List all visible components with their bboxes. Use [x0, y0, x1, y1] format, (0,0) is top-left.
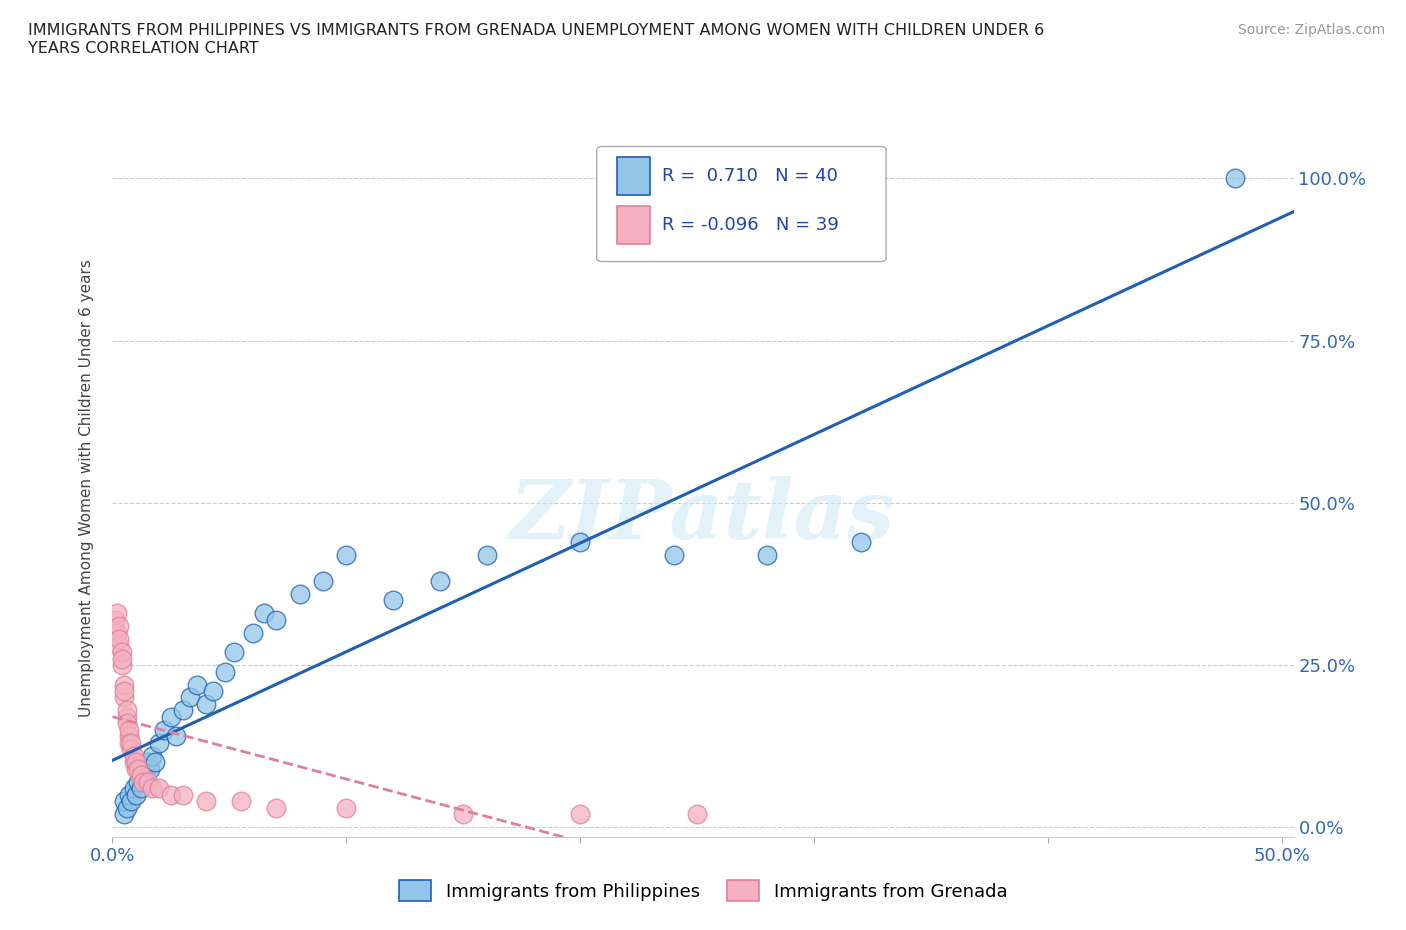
- Point: [112, 794, 135, 809]
- Point: [112, 690, 135, 705]
- Point: [202, 684, 225, 698]
- Point: [160, 710, 183, 724]
- Point: [108, 631, 131, 646]
- Point: [108, 618, 131, 633]
- Point: [129, 768, 152, 783]
- Point: [288, 586, 311, 601]
- Point: [120, 742, 142, 757]
- Point: [148, 736, 170, 751]
- Text: R =  0.710   N = 40: R = 0.710 N = 40: [662, 166, 838, 185]
- Point: [849, 535, 872, 550]
- Point: [139, 762, 162, 777]
- Point: [569, 807, 592, 822]
- Point: [125, 762, 148, 777]
- Point: [112, 684, 135, 698]
- Point: [125, 788, 148, 803]
- Point: [132, 768, 155, 783]
- Point: [122, 755, 145, 770]
- Point: [122, 749, 145, 764]
- Point: [127, 762, 149, 777]
- Point: [214, 664, 236, 679]
- Y-axis label: Unemployment Among Women with Children Under 6 years: Unemployment Among Women with Children U…: [79, 259, 94, 717]
- Point: [125, 755, 148, 770]
- Point: [141, 781, 163, 796]
- Point: [118, 788, 141, 803]
- Point: [312, 573, 335, 588]
- Point: [132, 775, 155, 790]
- Point: [222, 644, 245, 659]
- Point: [115, 716, 138, 731]
- Point: [111, 658, 134, 672]
- Legend: Immigrants from Philippines, Immigrants from Grenada: Immigrants from Philippines, Immigrants …: [391, 873, 1015, 909]
- Point: [179, 690, 201, 705]
- Point: [172, 788, 194, 803]
- Point: [429, 573, 451, 588]
- Point: [148, 781, 170, 796]
- Point: [118, 723, 141, 737]
- Point: [120, 736, 142, 751]
- Point: [118, 729, 141, 744]
- Point: [134, 768, 156, 783]
- Point: [104, 612, 127, 627]
- FancyBboxPatch shape: [617, 157, 650, 195]
- Point: [111, 644, 134, 659]
- Point: [475, 548, 498, 563]
- Text: Source: ZipAtlas.com: Source: ZipAtlas.com: [1237, 23, 1385, 37]
- Point: [335, 548, 357, 563]
- Point: [335, 801, 357, 816]
- Point: [264, 612, 287, 627]
- Text: ZIPatlas: ZIPatlas: [510, 476, 896, 556]
- FancyBboxPatch shape: [596, 147, 886, 261]
- Point: [136, 775, 159, 790]
- Point: [112, 807, 135, 822]
- Point: [165, 729, 187, 744]
- Point: [122, 781, 145, 796]
- Point: [136, 755, 159, 770]
- Point: [195, 697, 218, 711]
- Point: [186, 677, 208, 692]
- Point: [143, 755, 166, 770]
- Point: [120, 794, 142, 809]
- Point: [127, 775, 149, 790]
- Point: [141, 749, 163, 764]
- Point: [253, 605, 276, 620]
- Point: [160, 788, 183, 803]
- Point: [153, 723, 176, 737]
- Point: [264, 801, 287, 816]
- Point: [242, 625, 264, 640]
- FancyBboxPatch shape: [617, 206, 650, 245]
- Point: [229, 794, 252, 809]
- Text: IMMIGRANTS FROM PHILIPPINES VS IMMIGRANTS FROM GRENADA UNEMPLOYMENT AMONG WOMEN : IMMIGRANTS FROM PHILIPPINES VS IMMIGRANT…: [28, 23, 1045, 56]
- Point: [686, 807, 709, 822]
- Point: [115, 801, 138, 816]
- Point: [662, 548, 685, 563]
- Point: [129, 781, 152, 796]
- Point: [382, 592, 405, 607]
- Point: [1223, 171, 1246, 186]
- Point: [172, 703, 194, 718]
- Point: [108, 638, 131, 653]
- Point: [115, 703, 138, 718]
- Point: [111, 651, 134, 666]
- Point: [756, 548, 779, 563]
- Point: [195, 794, 218, 809]
- Point: [453, 807, 475, 822]
- Text: R = -0.096   N = 39: R = -0.096 N = 39: [662, 217, 838, 234]
- Point: [105, 605, 128, 620]
- Point: [115, 710, 138, 724]
- Point: [118, 736, 141, 751]
- Point: [105, 625, 128, 640]
- Point: [112, 677, 135, 692]
- Point: [569, 535, 592, 550]
